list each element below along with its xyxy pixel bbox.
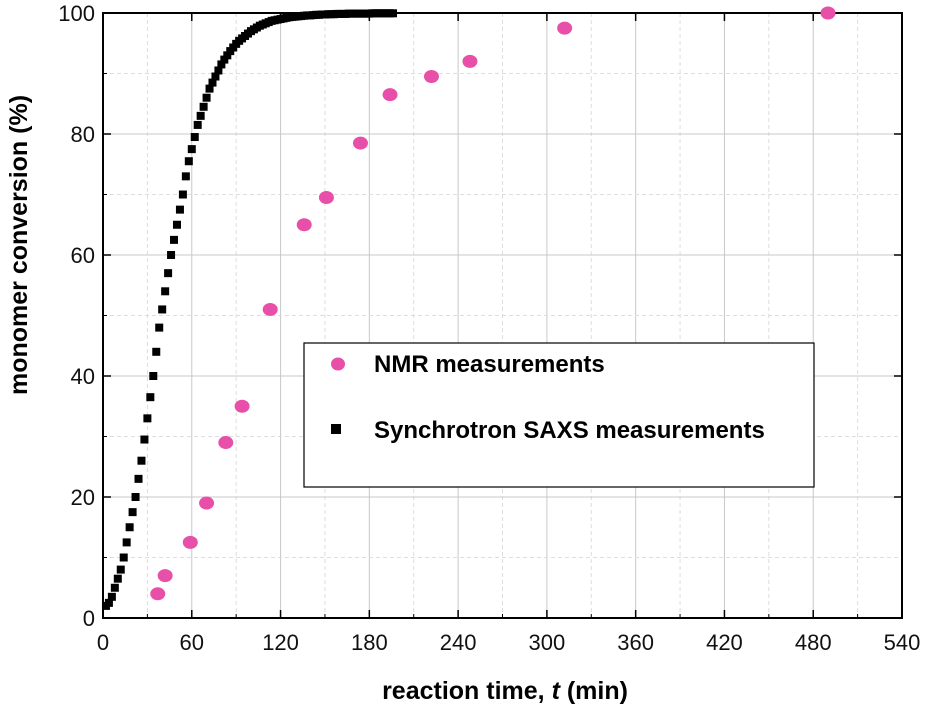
legend-box bbox=[303, 342, 815, 488]
saxs-point bbox=[170, 235, 179, 244]
nmr-series bbox=[150, 6, 836, 601]
saxs-point bbox=[178, 190, 187, 199]
nmr-point bbox=[296, 218, 312, 232]
saxs-point bbox=[152, 347, 161, 356]
saxs-point bbox=[146, 393, 155, 402]
saxs-point bbox=[184, 157, 193, 166]
x-tick-label: 360 bbox=[617, 630, 654, 655]
saxs-point bbox=[223, 51, 232, 60]
nmr-point bbox=[199, 496, 215, 510]
saxs-point bbox=[140, 435, 149, 444]
saxs-point bbox=[131, 493, 140, 501]
saxs-point bbox=[175, 205, 184, 214]
saxs-point bbox=[158, 305, 167, 314]
saxs-point bbox=[214, 66, 223, 75]
saxs-point bbox=[137, 456, 146, 465]
saxs-point bbox=[205, 84, 214, 93]
saxs-point bbox=[104, 598, 113, 607]
y-tick-label: 80 bbox=[71, 122, 95, 147]
nmr-point bbox=[423, 70, 439, 84]
y-tick-label: 20 bbox=[71, 485, 95, 510]
nmr-point bbox=[262, 302, 278, 316]
saxs-point bbox=[110, 583, 119, 592]
x-tick-label: 240 bbox=[440, 630, 477, 655]
saxs-point bbox=[155, 323, 164, 332]
saxs-point bbox=[164, 269, 173, 278]
saxs-point bbox=[208, 78, 217, 87]
saxs-point bbox=[107, 592, 116, 601]
grid bbox=[103, 13, 902, 618]
x-tick-label: 60 bbox=[180, 630, 204, 655]
saxs-point bbox=[187, 145, 196, 154]
nmr-point bbox=[157, 569, 173, 583]
saxs-point bbox=[122, 538, 131, 547]
saxs-point bbox=[161, 287, 170, 296]
saxs-point bbox=[202, 93, 211, 102]
nmr-point bbox=[382, 88, 398, 102]
nmr-point bbox=[462, 54, 478, 68]
x-tick-labels: 0 60 120 180 240 300 360 420 480 540 bbox=[97, 630, 920, 655]
y-tick-labels: 0 20 40 60 80 100 bbox=[58, 1, 95, 631]
nmr-point bbox=[182, 535, 198, 549]
x-tick-label: 540 bbox=[884, 630, 921, 655]
saxs-point bbox=[217, 60, 226, 69]
saxs-point bbox=[149, 372, 158, 380]
y-tick-label: 40 bbox=[71, 364, 95, 389]
x-tick-label: 0 bbox=[97, 630, 109, 655]
nmr-point bbox=[218, 436, 234, 450]
legend-marker-nmr bbox=[331, 357, 345, 371]
saxs-point bbox=[389, 9, 398, 18]
saxs-point bbox=[211, 72, 220, 81]
nmr-point bbox=[234, 399, 250, 413]
saxs-point bbox=[193, 120, 202, 129]
y-tick-label: 0 bbox=[83, 606, 95, 631]
x-tick-label: 480 bbox=[795, 630, 832, 655]
nmr-point bbox=[557, 21, 573, 35]
saxs-point bbox=[199, 102, 208, 111]
saxs-point bbox=[125, 523, 134, 532]
saxs-point bbox=[134, 474, 143, 483]
legend: NMR measurements Synchrotron SAXS measur… bbox=[303, 342, 815, 488]
nmr-point bbox=[352, 136, 368, 150]
saxs-series bbox=[101, 9, 398, 610]
y-tick-label: 100 bbox=[58, 1, 95, 26]
legend-label-nmr: NMR measurements bbox=[374, 351, 605, 378]
saxs-point bbox=[167, 251, 176, 259]
nmr-point bbox=[318, 191, 334, 205]
saxs-point bbox=[181, 172, 190, 181]
saxs-point bbox=[143, 414, 152, 423]
saxs-point bbox=[128, 508, 137, 517]
saxs-point bbox=[190, 133, 199, 142]
y-tick-label: 60 bbox=[71, 243, 95, 268]
saxs-point bbox=[119, 553, 128, 562]
x-tick-label: 120 bbox=[262, 630, 299, 655]
x-tick-label: 300 bbox=[529, 630, 566, 655]
nmr-point bbox=[150, 587, 166, 601]
x-tick-label: 420 bbox=[706, 630, 743, 655]
y-axis-title: monomer conversion (%) bbox=[5, 95, 33, 395]
saxs-point bbox=[116, 565, 125, 574]
saxs-point bbox=[196, 111, 205, 120]
saxs-point bbox=[113, 574, 122, 583]
x-tick-label: 180 bbox=[351, 630, 388, 655]
saxs-point bbox=[220, 55, 229, 64]
x-axis-title: reaction time, t (min) bbox=[382, 677, 628, 705]
legend-label-saxs: Synchrotron SAXS measurements bbox=[374, 417, 765, 444]
legend-marker-saxs bbox=[331, 424, 341, 434]
nmr-point bbox=[820, 6, 836, 20]
saxs-point bbox=[172, 220, 181, 229]
